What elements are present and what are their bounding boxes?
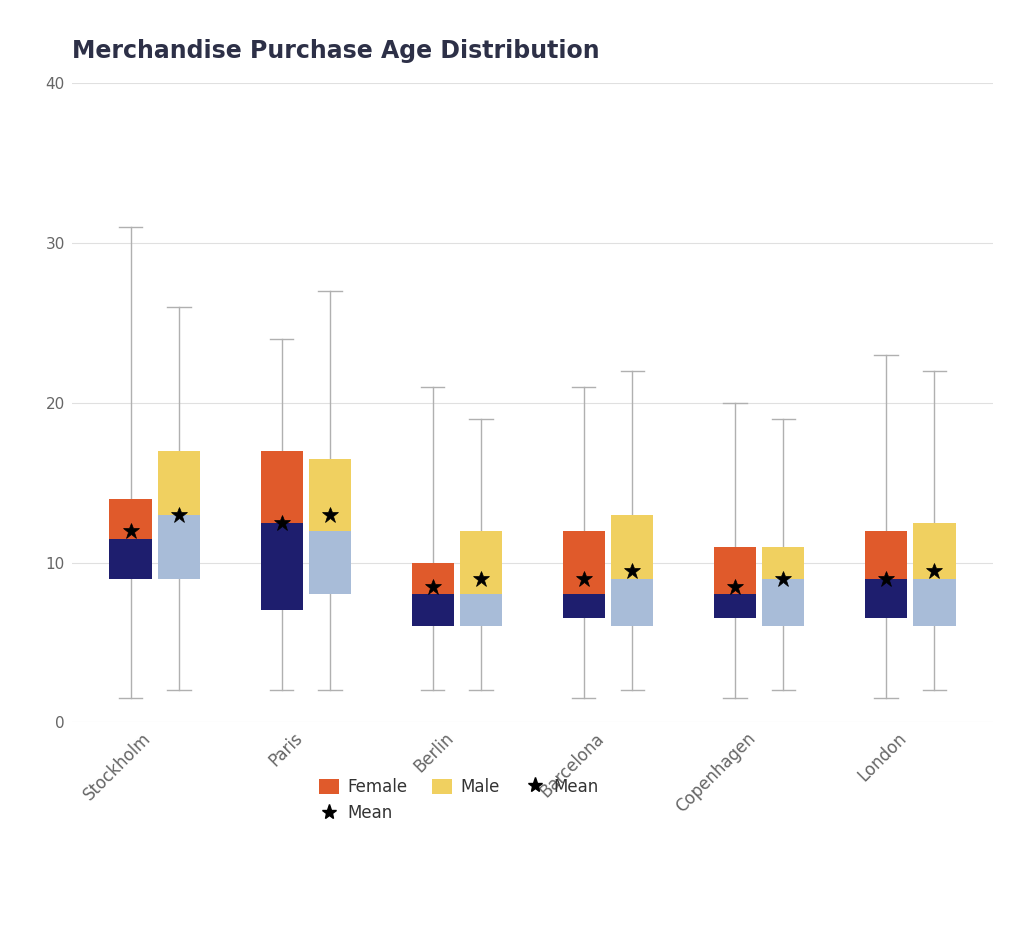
Bar [460,594,502,626]
Bar [762,579,805,626]
Bar [460,531,502,594]
Bar [865,531,907,579]
Bar [309,458,351,531]
Bar [110,539,152,579]
Bar [260,451,303,522]
Bar [865,579,907,619]
Bar [611,579,653,626]
Bar [714,594,756,619]
Legend: Female, Mean, Male, Mean: Female, Mean, Male, Mean [312,771,605,829]
Bar [714,546,756,594]
Bar [110,498,152,539]
Bar [260,522,303,610]
Bar [412,562,454,594]
Bar [412,594,454,626]
Bar [309,531,351,594]
Bar [158,451,200,515]
Bar [611,515,653,579]
Bar [762,546,805,579]
Text: Merchandise Purchase Age Distribution: Merchandise Purchase Age Distribution [72,39,599,63]
Bar [563,531,605,594]
Bar [563,594,605,619]
Bar [158,515,200,579]
Bar [913,522,955,579]
Bar [913,579,955,626]
